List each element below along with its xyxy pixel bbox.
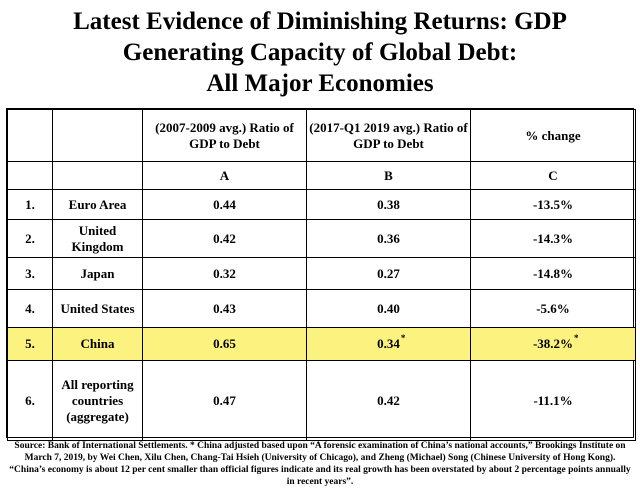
- cell-value-c: -13.5%: [470, 189, 636, 220]
- title-line-3: All Major Economies: [206, 70, 434, 97]
- cell-row-name: Japan: [52, 257, 143, 290]
- cell-row-number: 4.: [7, 289, 53, 328]
- table-row: 1. Euro Area 0.44 0.38 -13.5%: [7, 189, 636, 220]
- cell-row-number: 3.: [7, 257, 53, 290]
- header-cell-b: (2017-Q1 2019 avg.) Ratio of GDP to Debt: [306, 109, 471, 162]
- cell-value-a: 0.47: [142, 360, 307, 441]
- table-row: 6. All reporting countries (aggregate) 0.4…: [7, 360, 636, 441]
- cell-row-name: United States: [52, 289, 143, 328]
- row-name: United States: [60, 300, 135, 316]
- value-b: 0.38: [377, 196, 400, 212]
- value-a: 0.42: [213, 230, 236, 246]
- cell-value-c: -14.3%: [470, 219, 636, 258]
- cell-value-a: 0.43: [142, 289, 307, 328]
- letter-cell-c: C: [470, 161, 636, 190]
- cell-value-a: 0.65: [142, 327, 307, 361]
- cell-value-c: -5.6%: [470, 289, 636, 328]
- title-line-1: Latest Evidence of Diminishing Returns: …: [73, 8, 567, 35]
- row-name: Euro Area: [68, 196, 127, 212]
- cell-value-a: 0.44: [142, 189, 307, 220]
- row-number: 6.: [25, 392, 35, 408]
- letter-cell-num: [7, 161, 53, 190]
- header-cell-name: [52, 109, 143, 162]
- letter-cell-a: A: [142, 161, 307, 190]
- cell-value-b: 0.38: [306, 189, 471, 220]
- cell-value-c: -14.8%: [470, 257, 636, 290]
- cell-row-number: 2.: [7, 219, 53, 258]
- table-row: 3. Japan 0.32 0.27 -14.8%: [7, 257, 636, 290]
- cell-value-b: 0.42: [306, 360, 471, 441]
- header-cell-c: % change: [470, 109, 636, 162]
- cell-row-name: All reporting countries (aggregate): [52, 360, 143, 441]
- value-a: 0.43: [213, 300, 236, 316]
- row-name: All reporting countries (aggregate): [61, 376, 134, 424]
- value-c: -38.2%: [532, 336, 574, 351]
- cell-value-b: 0.27: [306, 257, 471, 290]
- cell-row-number: 6.: [7, 360, 53, 441]
- value-b-footnote-mark: *: [400, 333, 406, 343]
- title-line-2: Generating Capacity of Global Debt:: [122, 39, 518, 66]
- value-a: 0.32: [213, 265, 236, 281]
- letter-cell-name: [52, 161, 143, 190]
- cell-value-b: 0.36: [306, 219, 471, 258]
- header-cell-num: [7, 109, 53, 162]
- cell-row-name: China: [52, 327, 143, 361]
- row-name: United Kingdom: [71, 222, 124, 254]
- letter-cell-b: B: [306, 161, 471, 190]
- cell-row-number: 5.: [7, 327, 53, 361]
- value-a: 0.44: [213, 196, 236, 212]
- header-row: (2007-2009 avg.) Ratio of GDP to Debt (2…: [7, 109, 636, 162]
- row-name: Japan: [80, 265, 115, 281]
- value-b: 0.42: [377, 392, 400, 408]
- row-number: 2.: [25, 230, 35, 246]
- source-note: Source: Bank of International Settlement…: [9, 441, 631, 487]
- cell-value-a: 0.42: [142, 219, 307, 258]
- cell-row-name: United Kingdom: [52, 219, 143, 258]
- letter-row: A B C: [7, 161, 636, 190]
- row-number: 5.: [25, 336, 35, 351]
- table-row: 2. United Kingdom 0.42 0.36 -14.3%: [7, 219, 636, 258]
- row-name: China: [80, 336, 115, 351]
- cell-value-b: 0.34 *: [306, 327, 471, 361]
- header-cell-a: (2007-2009 avg.) Ratio of GDP to Debt: [142, 109, 307, 162]
- chart-title: Latest Evidence of Diminishing Returns: …: [0, 6, 640, 99]
- value-b: 0.27: [377, 265, 400, 281]
- cell-row-name: Euro Area: [52, 189, 143, 220]
- value-c: -14.3%: [532, 230, 574, 246]
- table-row: 5. China 0.65 0.34 * -38.2% *: [7, 327, 636, 361]
- value-b: 0.36: [377, 230, 400, 246]
- cell-row-number: 1.: [7, 189, 53, 220]
- cell-value-a: 0.32: [142, 257, 307, 290]
- value-c: -13.5%: [532, 196, 574, 212]
- value-c: -11.1%: [533, 392, 573, 408]
- cell-value-b: 0.40: [306, 289, 471, 328]
- row-number: 4.: [25, 300, 35, 316]
- value-b: 0.34: [377, 336, 400, 351]
- cell-value-c: -11.1%: [470, 360, 636, 441]
- value-c-footnote-mark: *: [574, 333, 579, 343]
- value-a: 0.47: [213, 392, 236, 408]
- row-number: 3.: [25, 265, 35, 281]
- value-c: -5.6%: [536, 300, 570, 316]
- value-c: -14.8%: [532, 265, 574, 281]
- table-row: 4. United States 0.43 0.40 -5.6%: [7, 289, 636, 328]
- cell-value-c: -38.2% *: [470, 327, 636, 361]
- value-a: 0.65: [213, 336, 236, 351]
- data-table: (2007-2009 avg.) Ratio of GDP to Debt (2…: [6, 108, 636, 441]
- value-b: 0.40: [377, 300, 400, 316]
- row-number: 1.: [25, 196, 35, 212]
